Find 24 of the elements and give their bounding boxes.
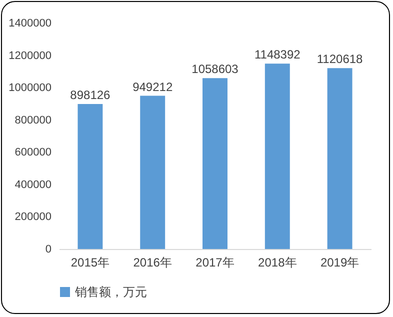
- bar: [327, 68, 352, 249]
- y-tick-label: 800000: [14, 114, 52, 126]
- y-tick-label: 200000: [14, 211, 52, 224]
- data-label: 1120618: [316, 52, 364, 66]
- data-label: 1148392: [254, 48, 301, 62]
- y-tick-label: 400000: [14, 178, 52, 191]
- y-tick-label: 1200000: [8, 50, 52, 62]
- bar: [202, 78, 228, 249]
- y-tick-label: 1000000: [8, 82, 52, 94]
- data-label: 1058603: [192, 62, 239, 76]
- y-tick-label: 0: [45, 244, 52, 256]
- bar: [140, 96, 166, 249]
- x-tick-label: 2015年: [70, 256, 110, 270]
- x-tick-label: 2017年: [196, 256, 234, 270]
- y-tick-label: 600000: [14, 146, 52, 159]
- x-tick-label: 2016年: [133, 256, 172, 270]
- x-tick-label: 2018年: [258, 256, 297, 270]
- data-label: 949212: [132, 80, 173, 94]
- y-tick-label: 1400000: [8, 18, 52, 30]
- bar: [78, 104, 103, 249]
- bar: [264, 64, 290, 249]
- data-label: 898126: [70, 88, 111, 102]
- legend-label: 销售额，万元: [74, 285, 147, 299]
- x-tick-label: 2019年: [320, 256, 360, 270]
